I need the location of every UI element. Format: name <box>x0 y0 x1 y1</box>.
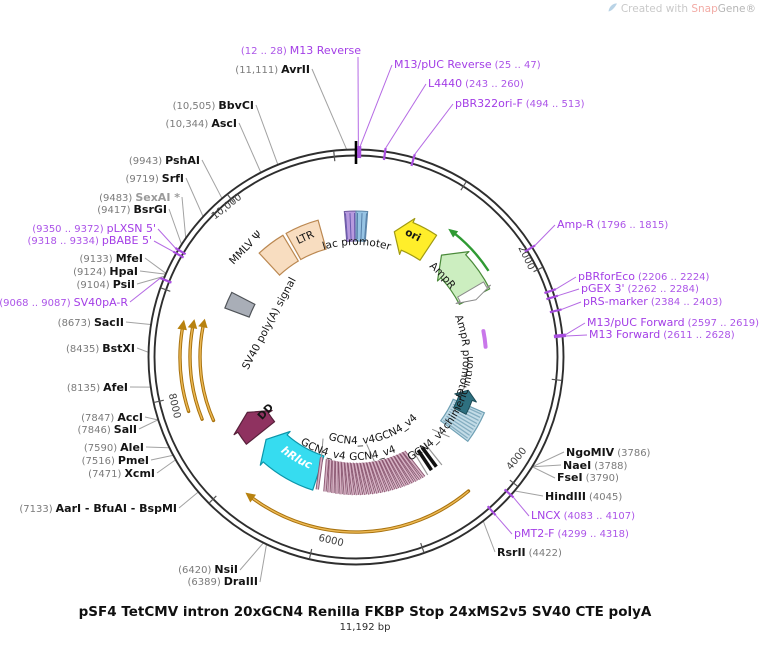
site-label-ngomiv[interactable]: NgoMIV (3786) <box>566 446 651 459</box>
site-label-bbvci[interactable]: (10,505) BbvCI <box>172 99 254 112</box>
plasmid-title: pSF4 TetCMV intron 20xGCN4 Renilla FKBP … <box>78 604 652 620</box>
site-label-xcmi[interactable]: (7471) XcmI <box>88 467 155 480</box>
primer-label-pgex3[interactable]: pGEX 3' (2262 .. 2284) <box>581 282 699 295</box>
site-label-alei[interactable]: (7590) AleI <box>83 441 144 454</box>
primer-label-sv40pa-r[interactable]: (9068 .. 9087) SV40pA-R <box>0 296 128 309</box>
site-label-nsii[interactable]: (6420) NsiI <box>178 563 238 576</box>
site-label-pshai[interactable]: (9943) PshAI <box>128 154 200 167</box>
primer-label-plxsn5[interactable]: (9350 .. 9372) pLXSN 5' <box>32 222 156 235</box>
gcn4-label-2[interactable]: GCN4_v4 <box>327 431 376 447</box>
primer-label-m13puc-forward[interactable]: M13/pUC Forward (2597 .. 2619) <box>587 316 760 329</box>
site-label-srfi[interactable]: (9719) SrfI <box>125 172 185 185</box>
primer-label-l4440[interactable]: L4440 (243 .. 260) <box>428 77 524 90</box>
ori-arrow[interactable] <box>393 217 438 261</box>
site-label-bsrgi[interactable]: (9417) BsrGI <box>97 203 167 216</box>
site-label-hindiii[interactable]: HindIII (4045) <box>545 490 623 503</box>
site-label-sexai[interactable]: (9483) SexAI * <box>99 191 180 204</box>
intron-junction-mark[interactable] <box>416 449 433 472</box>
site-label-sali[interactable]: (7846) SalI <box>77 423 137 436</box>
primer-label-pmt2-f[interactable]: pMT2-F (4299 .. 4318) <box>514 527 629 540</box>
gcn4-label-4[interactable]: GCN4_v4 <box>374 412 420 445</box>
plasmid-backbone-ring <box>147 141 565 566</box>
sv40-polya-label[interactable]: SV40 poly(A) signal <box>240 276 299 372</box>
svg-text:GCN4_v4: GCN4_v4 <box>327 431 376 447</box>
site-label-hpai[interactable]: (9124) HpaI <box>73 265 138 278</box>
snapgene-watermark: Created with SnapGene® <box>607 2 756 16</box>
ampr-promoter-tick[interactable] <box>481 329 488 349</box>
site-label-avrii[interactable]: (11,111) AvrII <box>235 63 310 76</box>
site-label-bstxi[interactable]: (8435) BstXI <box>65 342 135 355</box>
site-label-rsrii[interactable]: RsrII (4422) <box>497 546 562 559</box>
site-label-fsei[interactable]: FseI (3790) <box>557 471 619 484</box>
lac-promoter-label[interactable]: lac promoter <box>321 236 393 253</box>
svg-text:lac promoter: lac promoter <box>321 236 393 253</box>
site-label-naei[interactable]: NaeI (3788) <box>563 459 628 472</box>
primer-label-pbabe5[interactable]: (9318 .. 9334) pBABE 5' <box>27 234 153 247</box>
site-label-pmei[interactable]: (7516) PmeI <box>81 454 149 467</box>
svg-text:GCN4_v4: GCN4_v4 <box>374 412 420 445</box>
gold-feature-arcs[interactable] <box>177 318 471 534</box>
feature-shapes[interactable] <box>224 210 491 496</box>
plasmid-size: 11,192 bp <box>339 622 391 633</box>
site-label-afei[interactable]: (8135) AfeI <box>66 381 128 394</box>
ampr-direction-arc[interactable] <box>453 232 490 272</box>
leader-lines <box>125 56 588 583</box>
ltr-box[interactable] <box>285 219 327 261</box>
primer-label-pbr322ori-f[interactable]: pBR322ori-F (494 .. 513) <box>455 97 585 110</box>
mmlv-psi-label[interactable]: MMLV Ψ <box>227 229 265 267</box>
snapgene-logo-icon <box>607 2 618 16</box>
primer-label-lncx[interactable]: LNCX (4083 .. 4107) <box>531 509 635 522</box>
primer-ring-marks[interactable] <box>159 146 567 516</box>
primer-label-m13puc-reverse[interactable]: M13/pUC Reverse (25 .. 47) <box>394 58 541 71</box>
primer-label-m13-reverse[interactable]: (12 .. 28) M13 Reverse <box>240 44 361 57</box>
site-label-acci[interactable]: (7847) AccI <box>81 411 143 424</box>
site-label-sacii[interactable]: (8673) SacII <box>57 316 124 329</box>
primer-label-prs-marker[interactable]: pRS-marker (2384 .. 2403) <box>583 295 723 308</box>
primer-label-pbrforeco[interactable]: pBRforEco (2206 .. 2224) <box>578 270 710 283</box>
site-label-psii[interactable]: (9104) PsiI <box>76 278 135 291</box>
ampr-signal-arrow[interactable] <box>455 281 491 304</box>
primer-label-m13-forward[interactable]: M13 Forward (2611 .. 2628) <box>589 328 735 341</box>
mmlv-psi-box[interactable] <box>258 234 300 276</box>
watermark-text: Created with <box>620 3 692 15</box>
dd-arrow[interactable] <box>233 409 276 445</box>
site-label-asci[interactable]: (10,344) AscI <box>165 117 237 130</box>
site-label-aari-bfuai-bspmi[interactable]: (7133) AarI - BfuAI - BspMI <box>19 502 177 515</box>
site-label-mfei[interactable]: (9133) MfeI <box>79 252 143 265</box>
cte-arrow[interactable] <box>453 389 477 415</box>
hrluc-arrow[interactable] <box>259 430 325 491</box>
site-label-draiii[interactable]: (6389) DraIII <box>187 575 258 588</box>
primer-label-amp-r[interactable]: Amp-R (1796 .. 1815) <box>557 218 669 231</box>
sv40-polya-box[interactable] <box>224 291 256 318</box>
